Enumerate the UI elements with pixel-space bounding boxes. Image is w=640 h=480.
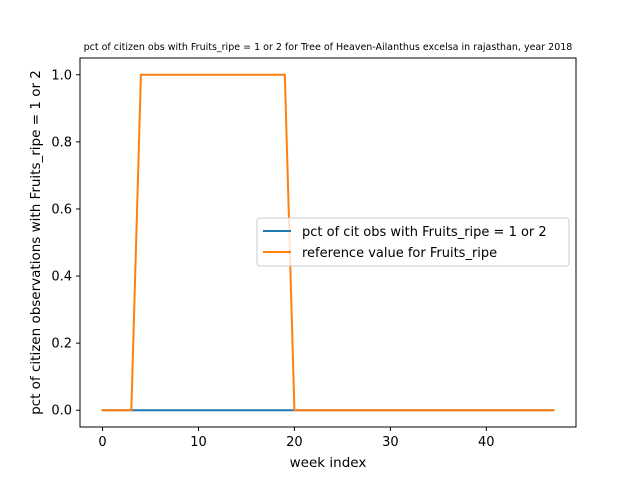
- y-axis-ticks: 0.0 0.2 0.4 0.6 0.8 1.0: [51, 68, 80, 419]
- y-tick-label: 0.4: [51, 270, 72, 285]
- plot-frame: [79, 57, 577, 428]
- y-tick-label: 0.2: [51, 337, 72, 352]
- x-tick-label: 20: [286, 435, 303, 450]
- y-axis-label: pct of citizen observations with Fruits_…: [28, 70, 44, 415]
- y-tick-label: 1.0: [51, 68, 72, 83]
- y-tick-label: 0.0: [51, 404, 72, 419]
- plot-lines: [101, 73, 555, 412]
- legend-label-reference-value: reference value for Fruits_ripe: [302, 246, 497, 261]
- legend-box: [256, 217, 570, 267]
- chart-title: pct of citizen obs with Fruits_ripe = 1 …: [84, 42, 573, 53]
- x-tick-label: 10: [190, 435, 207, 450]
- y-tick-label: 0.6: [51, 202, 72, 217]
- x-tick-label: 40: [478, 435, 495, 450]
- x-axis-label: week index: [290, 455, 367, 471]
- legend: pct of cit obs with Fruits_ripe = 1 or 2…: [256, 217, 570, 267]
- legend-label-fruits-ripe-pct: pct of cit obs with Fruits_ripe = 1 or 2: [302, 225, 547, 240]
- x-axis-ticks: 0 10 20 30 40: [98, 427, 495, 450]
- x-tick-label: 0: [98, 435, 106, 450]
- y-tick-label: 0.8: [51, 135, 72, 150]
- series-line-1: [101, 73, 555, 412]
- x-tick-label: 30: [382, 435, 399, 450]
